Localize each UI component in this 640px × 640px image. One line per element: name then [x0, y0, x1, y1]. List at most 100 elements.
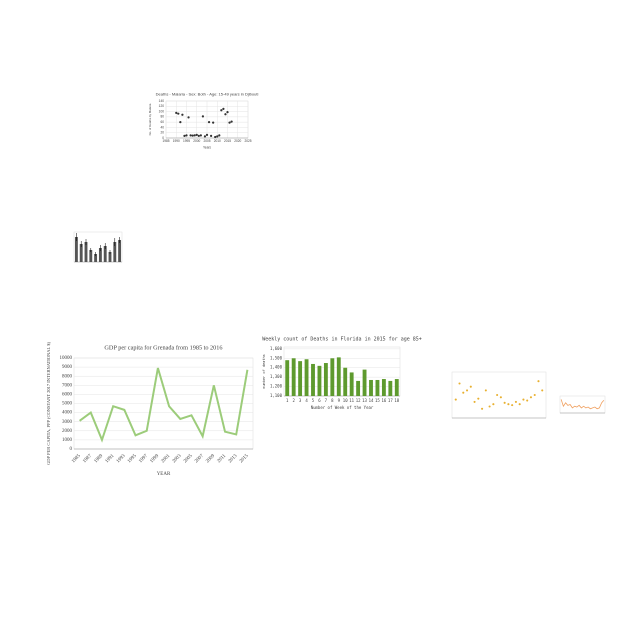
y-tick-label: 1,500	[270, 355, 283, 360]
bar	[118, 240, 122, 262]
bar	[113, 242, 117, 262]
x-tick-label: 7	[325, 398, 328, 403]
x-tick-label: 2015	[239, 453, 250, 464]
bar	[343, 367, 348, 396]
x-tick-label: 1990	[173, 139, 180, 143]
x-tick-label: 1985	[162, 139, 169, 143]
bar	[394, 379, 399, 396]
x-tick-label: 2005	[183, 453, 194, 464]
point	[469, 385, 472, 388]
x-tick-label: 1989	[94, 453, 105, 464]
x-tick-label: 12	[356, 398, 361, 403]
bar	[108, 252, 112, 262]
x-tick-label: 10	[343, 398, 348, 403]
x-axis-label: Number of Week of the Year	[311, 405, 374, 410]
bar	[285, 360, 290, 396]
x-tick-label: 2001	[161, 453, 172, 464]
x-tick-label: 11	[349, 398, 354, 403]
x-tick-label: 1999	[150, 453, 161, 464]
point	[529, 396, 533, 399]
point	[185, 134, 188, 137]
bar	[89, 250, 93, 262]
y-tick-label: 10000	[60, 356, 73, 361]
point	[181, 113, 184, 116]
point	[216, 135, 219, 138]
point	[514, 400, 517, 403]
point	[477, 397, 480, 400]
bar	[317, 365, 322, 396]
x-tick-label: 15	[375, 398, 380, 403]
x-tick-label: 2007	[194, 453, 205, 464]
point	[220, 109, 223, 112]
x-tick-label: 2003	[172, 453, 183, 464]
point	[183, 134, 186, 138]
line	[79, 367, 249, 443]
point	[473, 400, 476, 403]
x-tick-label: 1997	[138, 453, 149, 464]
bar	[323, 363, 328, 396]
y-tick-label: 80	[160, 115, 164, 119]
point	[488, 405, 491, 408]
point	[462, 391, 465, 394]
point	[537, 380, 540, 383]
point	[214, 135, 217, 139]
y-tick-label: 1,300	[270, 374, 283, 379]
x-tick-label: 1	[286, 398, 289, 403]
chart	[73, 231, 123, 263]
x-tick-label: 5	[312, 398, 315, 403]
bar	[381, 379, 386, 396]
point	[492, 403, 495, 406]
y-tick-label: 1,600	[270, 346, 283, 351]
y-tick-label: 100	[159, 109, 165, 113]
y-tick-label: 120	[159, 104, 165, 108]
bar	[356, 380, 361, 396]
x-tick-label: 8	[331, 398, 334, 403]
point	[484, 389, 487, 392]
x-tick-label: 2009	[205, 453, 216, 464]
point	[454, 398, 457, 401]
x-tick-label: 1995	[127, 453, 138, 464]
x-tick-label: 14	[369, 398, 374, 403]
bar	[291, 358, 296, 396]
point	[518, 403, 521, 406]
y-tick-label: 7000	[62, 383, 73, 388]
chart	[451, 371, 547, 419]
y-axis-label: No. of Deaths by Malaria	[148, 103, 152, 135]
bar	[298, 361, 303, 396]
plot-area	[451, 371, 547, 419]
point	[458, 382, 461, 385]
y-tick-label: 1000	[62, 438, 73, 443]
x-tick-label: 2013	[228, 453, 239, 464]
point	[526, 399, 529, 402]
x-tick-label: 2	[292, 398, 295, 403]
point	[499, 396, 502, 399]
point	[175, 111, 178, 115]
x-tick-label: 16	[381, 398, 386, 403]
point	[207, 121, 211, 124]
bar	[336, 357, 341, 396]
x-tick-label: 1991	[105, 453, 116, 464]
y-tick-label: 8000	[62, 374, 73, 379]
point	[218, 134, 221, 137]
x-tick-label: 1995	[183, 139, 190, 143]
point	[203, 135, 207, 138]
x-tick-label: 3	[299, 398, 302, 403]
point	[503, 401, 506, 404]
x-tick-label: 9	[338, 398, 341, 403]
point	[224, 113, 227, 116]
bar	[330, 358, 335, 396]
x-tick-label: 1987	[82, 453, 93, 464]
y-tick-label: 20	[160, 131, 164, 135]
y-tick-label: 4000	[62, 411, 73, 416]
point	[177, 112, 180, 115]
chart-title: Weekly count of Deaths in Florida in 201…	[262, 337, 422, 343]
bar	[74, 237, 78, 262]
x-tick-label: 2011	[217, 453, 228, 464]
point	[212, 121, 215, 124]
chart-title: GDP per capita for Grenada from 1985 to …	[104, 344, 222, 351]
point	[199, 134, 202, 137]
point	[541, 389, 544, 392]
point	[187, 116, 190, 119]
